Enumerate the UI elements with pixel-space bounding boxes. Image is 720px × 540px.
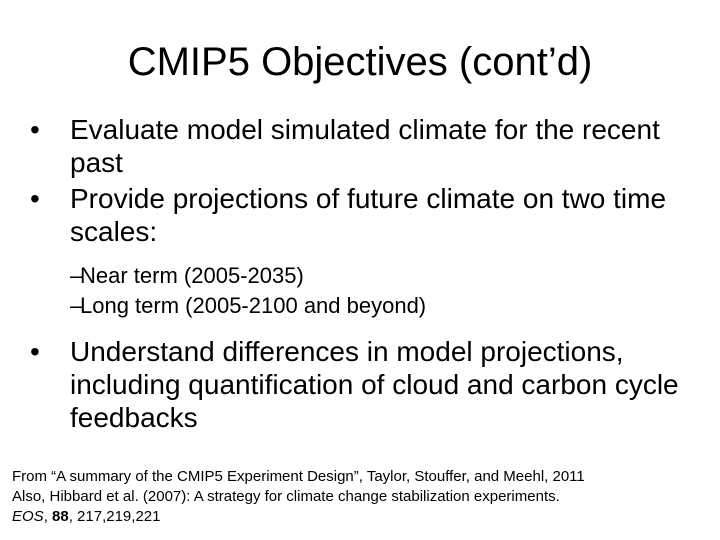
bullet-marker: • [30,183,40,214]
bullet-list: • Evaluate model simulated climate for t… [30,113,710,434]
bullet-marker: • [30,114,40,145]
bullet-item: • Provide projections of future climate … [30,182,710,248]
citation-footer: From “A summary of the CMIP5 Experiment … [12,467,712,527]
citation-line-3: EOS, 88, 217,219,221 [12,507,712,527]
sub-bullet-marker: – [70,263,83,288]
sub-bullet-text: Near term (2005-2035) [80,263,304,288]
citation-line-1: From “A summary of the CMIP5 Experiment … [12,468,585,485]
bullet-text: Evaluate model simulated climate for the… [70,114,660,178]
citation-line-2: Also, Hibbard et al. (2007): A strategy … [12,488,560,505]
sub-bullet-item: – Near term (2005-2035) [30,261,710,291]
bullet-item: • Evaluate model simulated climate for t… [30,113,710,179]
journal-pages: , 217,219,221 [68,508,161,525]
sub-bullet-marker: – [70,293,83,318]
bullet-text: Understand differences in model projecti… [70,336,679,433]
sub-bullet-item: – Long term (2005-2100 and beyond) [30,291,710,321]
sub-bullet-list: – Near term (2005-2035) – Long term (200… [30,261,710,321]
bullet-item: • Understand differences in model projec… [30,335,710,434]
slide-title: CMIP5 Objectives (cont’d) [127,40,593,84]
bullet-text: Provide projections of future climate on… [70,183,667,247]
journal-volume: 88 [52,508,69,525]
bullet-marker: • [30,336,40,367]
separator: , [43,508,53,525]
journal-name: EOS [12,508,44,525]
sub-bullet-text: Long term (2005-2100 and beyond) [80,293,427,318]
